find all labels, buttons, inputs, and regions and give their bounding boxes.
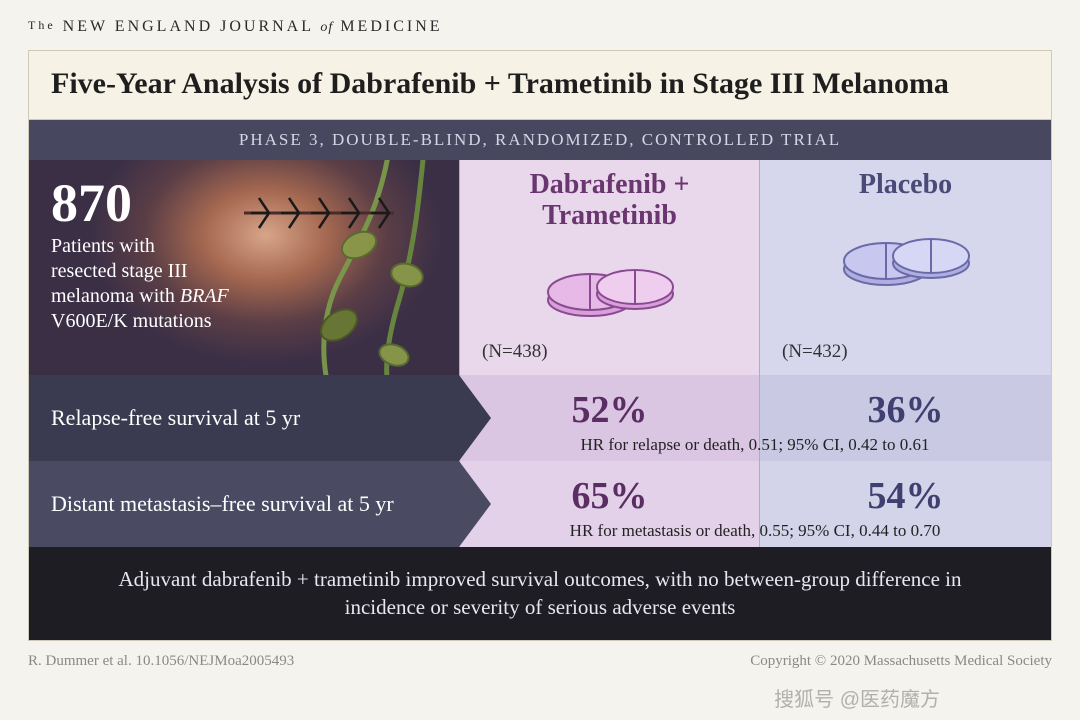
- suture-scar-icon: [239, 188, 399, 238]
- arm-b-name: Placebo: [776, 170, 1035, 201]
- infographic-card: Five-Year Analysis of Dabrafenib + Trame…: [28, 50, 1052, 641]
- outcome-1-hr: HR for relapse or death, 0.51; 95% CI, 0…: [459, 435, 1051, 455]
- journal-name-a: NEW ENGLAND JOURNAL: [63, 18, 314, 35]
- arm-a-n: (N=438): [482, 341, 548, 363]
- arm-a-name: Dabrafenib + Trametinib: [476, 170, 743, 232]
- data-grid: 870 Patients with resected stage III mel…: [29, 160, 1051, 547]
- arm-a-header: Dabrafenib + Trametinib (N=438): [459, 160, 759, 375]
- copyright: Copyright © 2020 Massachusetts Medical S…: [750, 653, 1052, 670]
- outcome-label-1: Relapse-free survival at 5 yr: [29, 375, 459, 461]
- conclusion: Adjuvant dabrafenib + trametinib improve…: [29, 547, 1051, 640]
- outcome-label-2: Distant metastasis–free survival at 5 yr: [29, 461, 459, 547]
- journal-masthead: The NEW ENGLAND JOURNAL of MEDICINE: [0, 0, 1080, 50]
- citation: R. Dummer et al. 10.1056/NEJMoa2005493: [28, 653, 294, 670]
- population-desc: Patients with resected stage III melanom…: [51, 234, 271, 334]
- population-panel: 870 Patients with resected stage III mel…: [29, 160, 459, 375]
- trial-design-banner: PHASE 3, DOUBLE-BLIND, RANDOMIZED, CONTR…: [29, 120, 1051, 160]
- journal-of: of: [320, 20, 333, 35]
- journal-name-b: MEDICINE: [340, 18, 442, 35]
- pills-icon: [540, 242, 680, 332]
- title: Five-Year Analysis of Dabrafenib + Trame…: [29, 51, 1051, 120]
- arm-b-n: (N=432): [782, 341, 848, 363]
- journal-prefix: The: [28, 18, 56, 32]
- watermark: 搜狐号 @医药魔方: [774, 683, 940, 712]
- footer: R. Dummer et al. 10.1056/NEJMoa2005493 C…: [0, 641, 1080, 670]
- arm-b-header: Placebo (N=432): [759, 160, 1051, 375]
- outcome-2-hr: HR for metastasis or death, 0.55; 95% CI…: [459, 521, 1051, 541]
- pills-icon: [836, 211, 976, 301]
